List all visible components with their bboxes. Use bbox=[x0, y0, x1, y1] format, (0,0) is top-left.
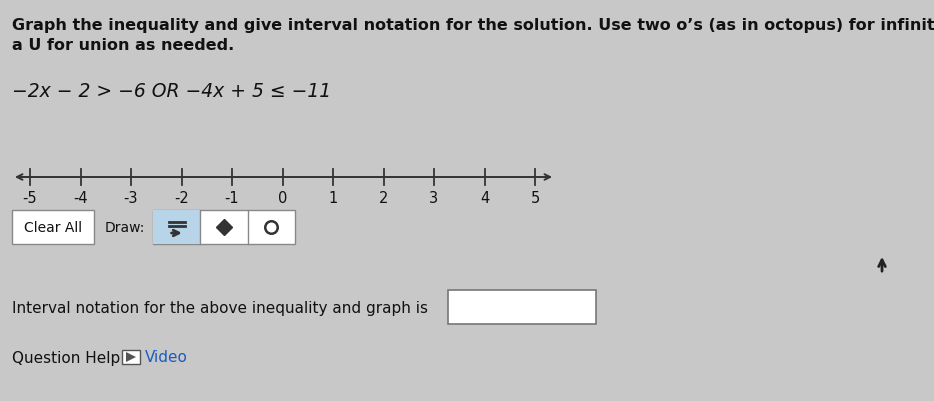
Text: 4: 4 bbox=[480, 190, 489, 205]
FancyBboxPatch shape bbox=[448, 290, 596, 324]
FancyBboxPatch shape bbox=[153, 211, 200, 244]
Text: Graph the inequality and give interval notation for the solution. Use two o’s (a: Graph the inequality and give interval n… bbox=[12, 18, 934, 33]
Text: -4: -4 bbox=[73, 190, 88, 205]
Text: 5: 5 bbox=[531, 190, 540, 205]
Text: a U for union as needed.: a U for union as needed. bbox=[12, 38, 234, 53]
Text: Question Help:: Question Help: bbox=[12, 350, 125, 365]
Text: Clear All: Clear All bbox=[24, 221, 82, 235]
Text: 1: 1 bbox=[329, 190, 337, 205]
Text: 3: 3 bbox=[430, 190, 439, 205]
Text: -1: -1 bbox=[225, 190, 239, 205]
Text: -5: -5 bbox=[22, 190, 37, 205]
Text: -2: -2 bbox=[174, 190, 189, 205]
FancyBboxPatch shape bbox=[122, 350, 140, 364]
Polygon shape bbox=[126, 352, 136, 362]
FancyBboxPatch shape bbox=[153, 211, 295, 244]
FancyBboxPatch shape bbox=[12, 211, 94, 244]
Text: Video: Video bbox=[145, 350, 188, 365]
Text: 0: 0 bbox=[277, 190, 287, 205]
Text: −2x − 2 > −6 OR −4x + 5 ≤ −11: −2x − 2 > −6 OR −4x + 5 ≤ −11 bbox=[12, 82, 332, 101]
Text: -3: -3 bbox=[123, 190, 138, 205]
Text: Draw:: Draw: bbox=[105, 221, 146, 235]
Text: 2: 2 bbox=[379, 190, 389, 205]
Text: Interval notation for the above inequality and graph is: Interval notation for the above inequali… bbox=[12, 300, 428, 315]
